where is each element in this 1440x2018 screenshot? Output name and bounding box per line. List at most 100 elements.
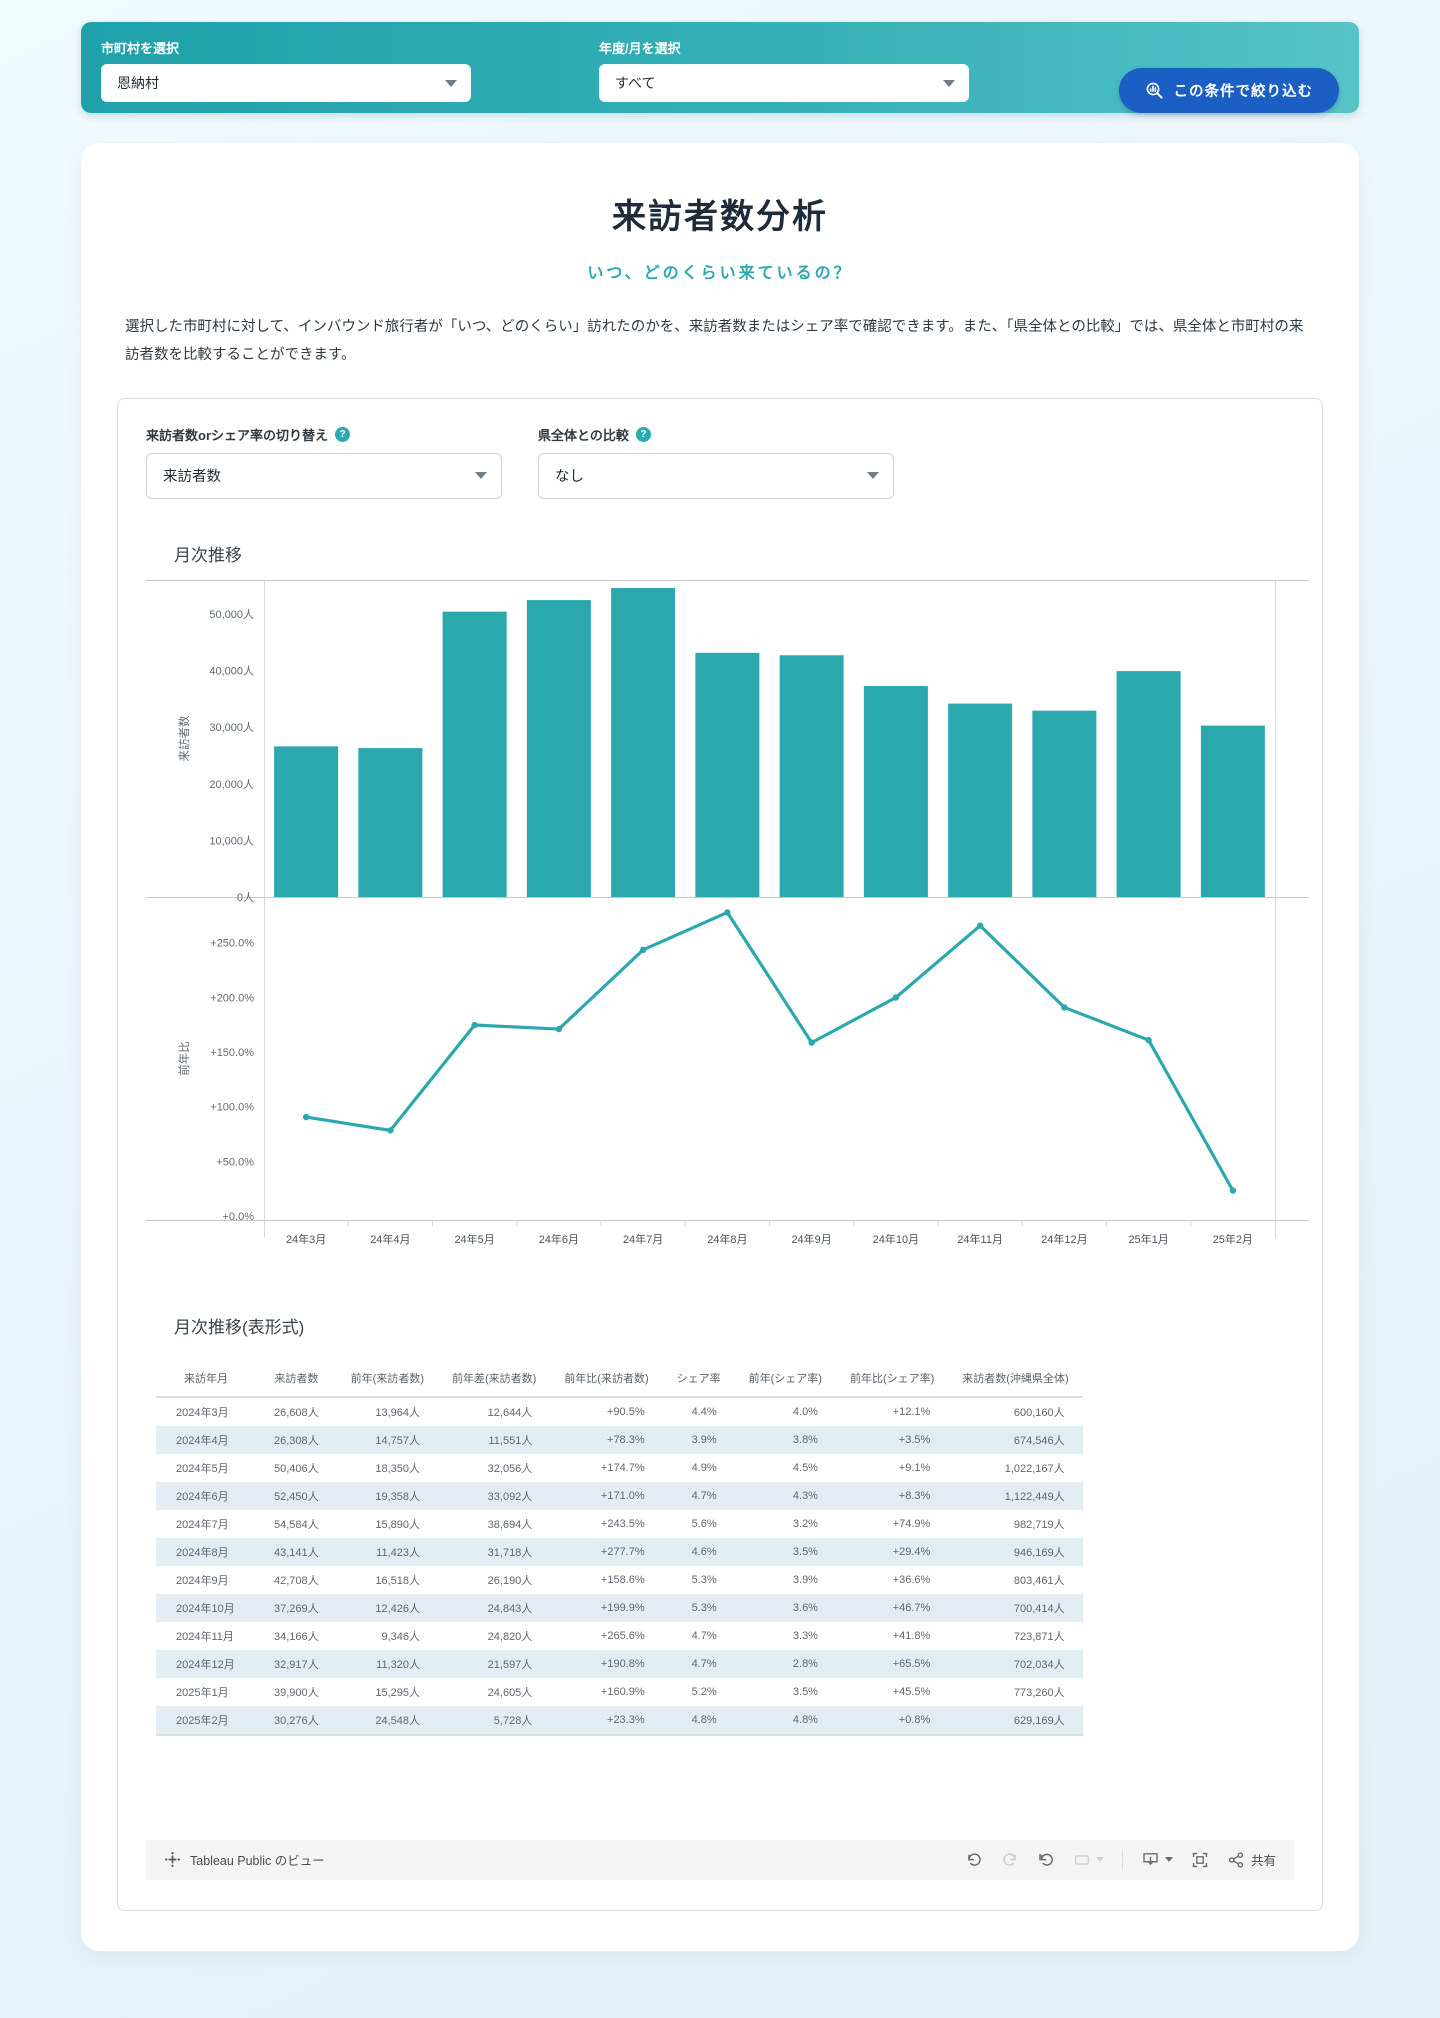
yoy-line-point[interactable] [1061, 1003, 1068, 1011]
yoy-line-point[interactable] [1145, 1036, 1152, 1043]
yoy-line-point[interactable] [724, 908, 731, 916]
row-value: 26,308人 [274, 1434, 319, 1447]
row-value: 15,890人 [375, 1518, 420, 1531]
row-value: 5,728人 [437, 1705, 551, 1736]
row-value: 3.5% [792, 1685, 818, 1698]
row-value: +190.8% [600, 1657, 645, 1670]
row-value: 42,708人 [274, 1574, 319, 1587]
yoy-line-point[interactable] [808, 1038, 815, 1046]
chart-text: 24年6月 [539, 1232, 579, 1246]
yoy-line-point[interactable] [387, 1126, 394, 1134]
yoy-line-point[interactable] [302, 1113, 310, 1120]
undo-icon[interactable] [965, 1851, 983, 1869]
table-row: 2024年3月 26,608人 13,964人 12,644人 +90.5% 4.4% 4.… [156, 1397, 1083, 1426]
apply-filter-button[interactable]: この条件で絞り込む [1118, 68, 1339, 113]
chart-text: 来訪者数 [177, 715, 191, 761]
row-value: +78.3% [607, 1433, 645, 1446]
row-value: 5.3% [691, 1573, 717, 1586]
yoy-line-point[interactable] [976, 922, 984, 929]
help-icon[interactable]: ? [635, 426, 651, 442]
visitor-bar[interactable] [611, 587, 676, 897]
yoy-line-point[interactable] [1229, 1186, 1237, 1194]
comparison-select[interactable]: なし [538, 452, 894, 499]
municipality-select[interactable]: 恩納村 [101, 64, 471, 102]
visitor-bar[interactable] [695, 652, 760, 897]
visitor-bar[interactable] [358, 747, 423, 897]
dashboard-panel: 来訪者数orシェア率の切り替え ? 来訪者数 県全体との比較 ? なし [117, 397, 1323, 1911]
row-value: 26,190人 [487, 1574, 533, 1587]
row-value: 24,548人 [336, 1705, 438, 1736]
row-value: 3.8% [792, 1433, 818, 1446]
municipality-filter: 市町村を選択 恩納村 [101, 34, 471, 113]
visitor-bar[interactable] [863, 685, 928, 897]
tableau-brand[interactable]: Tableau Public のビュー [164, 1850, 325, 1869]
row-value: 32,917人 [274, 1658, 319, 1671]
toolbar-actions: 共有 [965, 1849, 1276, 1870]
column-header: 来訪者数 [256, 1363, 337, 1398]
table-row: 2024年8月 43,141人 11,423人 31,718人 +277.7% 4.6% 3… [156, 1537, 1083, 1566]
share-label: 共有 [1250, 1854, 1276, 1869]
table-row: 2024年4月 26,308人 14,757人 11,551人 +78.3% 3.9% 3.… [156, 1425, 1083, 1454]
row-value: 50,406人 [274, 1462, 319, 1475]
visitor-bar[interactable] [526, 599, 591, 897]
analysis-card: 来訪者数分析 いつ、どのくらい来ているの？ 選択した市町村に対して、インバウンド… [81, 143, 1359, 1951]
visitor-bar[interactable] [1032, 710, 1097, 897]
visitor-bar[interactable] [274, 745, 339, 897]
row-value: 600,160人 [1013, 1406, 1065, 1419]
row-value: 54,584人 [274, 1518, 319, 1531]
row-value: 33,092人 [487, 1490, 533, 1503]
row-value: +277.7% [600, 1545, 645, 1558]
row-value: 803,461人 [1013, 1574, 1065, 1587]
row-value: +65.5% [892, 1657, 931, 1670]
visitor-bar[interactable] [779, 654, 844, 897]
visitor-bar[interactable] [1200, 725, 1265, 897]
municipality-value: 恩納村 [117, 75, 159, 91]
row-value: 15,295人 [375, 1686, 420, 1699]
row-value: 14,757人 [375, 1434, 420, 1447]
yoy-line-point[interactable] [639, 946, 647, 953]
row-value: 5.2% [691, 1685, 717, 1698]
row-value: 4.0% [792, 1405, 818, 1418]
replay-icon[interactable] [1037, 1851, 1055, 1869]
yoy-line-point[interactable] [892, 993, 900, 1001]
row-value: 3.9% [691, 1433, 717, 1446]
download-icon[interactable] [1141, 1851, 1173, 1869]
column-header: 前年(来訪者数) [336, 1363, 438, 1398]
monthly-trend-chart: 0人 10,000人 20,000人 30,000人 40,000人 50,000人来訪者… [146, 579, 1309, 1246]
yoy-line-point[interactable] [555, 1025, 563, 1032]
yoy-line-point[interactable] [471, 1021, 478, 1028]
visitor-bar[interactable] [442, 611, 507, 897]
row-value: +171.0% [600, 1489, 645, 1502]
visitor-bar[interactable] [948, 703, 1013, 897]
row-value: +9.1% [898, 1461, 931, 1474]
period-select[interactable]: すべて [599, 64, 969, 102]
table-body: 2024年3月 26,608人 13,964人 12,644人 +90.5% 4.4% 4.… [156, 1397, 1083, 1736]
row-value: 5.3% [691, 1601, 717, 1614]
row-value: 21,597人 [487, 1658, 533, 1671]
yoy-line [305, 910, 1235, 1191]
device-layout-icon[interactable] [1073, 1851, 1104, 1869]
row-value: +74.9% [892, 1517, 931, 1530]
period-value: すべて [615, 75, 656, 91]
row-value: 4.8% [662, 1705, 735, 1736]
row-value: +12.1% [892, 1405, 931, 1418]
chart-text: 25年1月 [1128, 1232, 1168, 1246]
metric-select[interactable]: 来訪者数 [146, 452, 502, 499]
row-value: 4.6% [691, 1545, 717, 1558]
period-filter: 年度/月を選択 すべて [599, 34, 969, 113]
tableau-toolbar: Tableau Public のビュー [146, 1839, 1294, 1880]
chart-text: +250.0% [210, 937, 254, 949]
help-icon[interactable]: ? [335, 426, 351, 442]
fullscreen-icon[interactable] [1191, 1851, 1209, 1869]
visitor-bar[interactable] [1116, 670, 1181, 897]
table-section-title: 月次推移(表形式) [174, 1317, 305, 1337]
chart-text: 24年8月 [707, 1232, 747, 1246]
monthly-trend-chart-container: 0人 10,000人 20,000人 30,000人 40,000人 50,000人 来訪者… [146, 579, 1309, 1261]
metric-control: 来訪者数orシェア率の切り替え ? 来訪者数 [146, 425, 502, 499]
row-value: 4.8% [734, 1705, 836, 1736]
share-button[interactable]: 共有 [1227, 1850, 1276, 1869]
row-value: 30,276人 [256, 1705, 337, 1736]
page-description: 選択した市町村に対して、インバウンド旅行者が「いつ、どのくらい」訪れたのかを、来… [125, 319, 1304, 364]
redo-icon[interactable] [1001, 1851, 1019, 1869]
comparison-value: なし [555, 469, 584, 486]
